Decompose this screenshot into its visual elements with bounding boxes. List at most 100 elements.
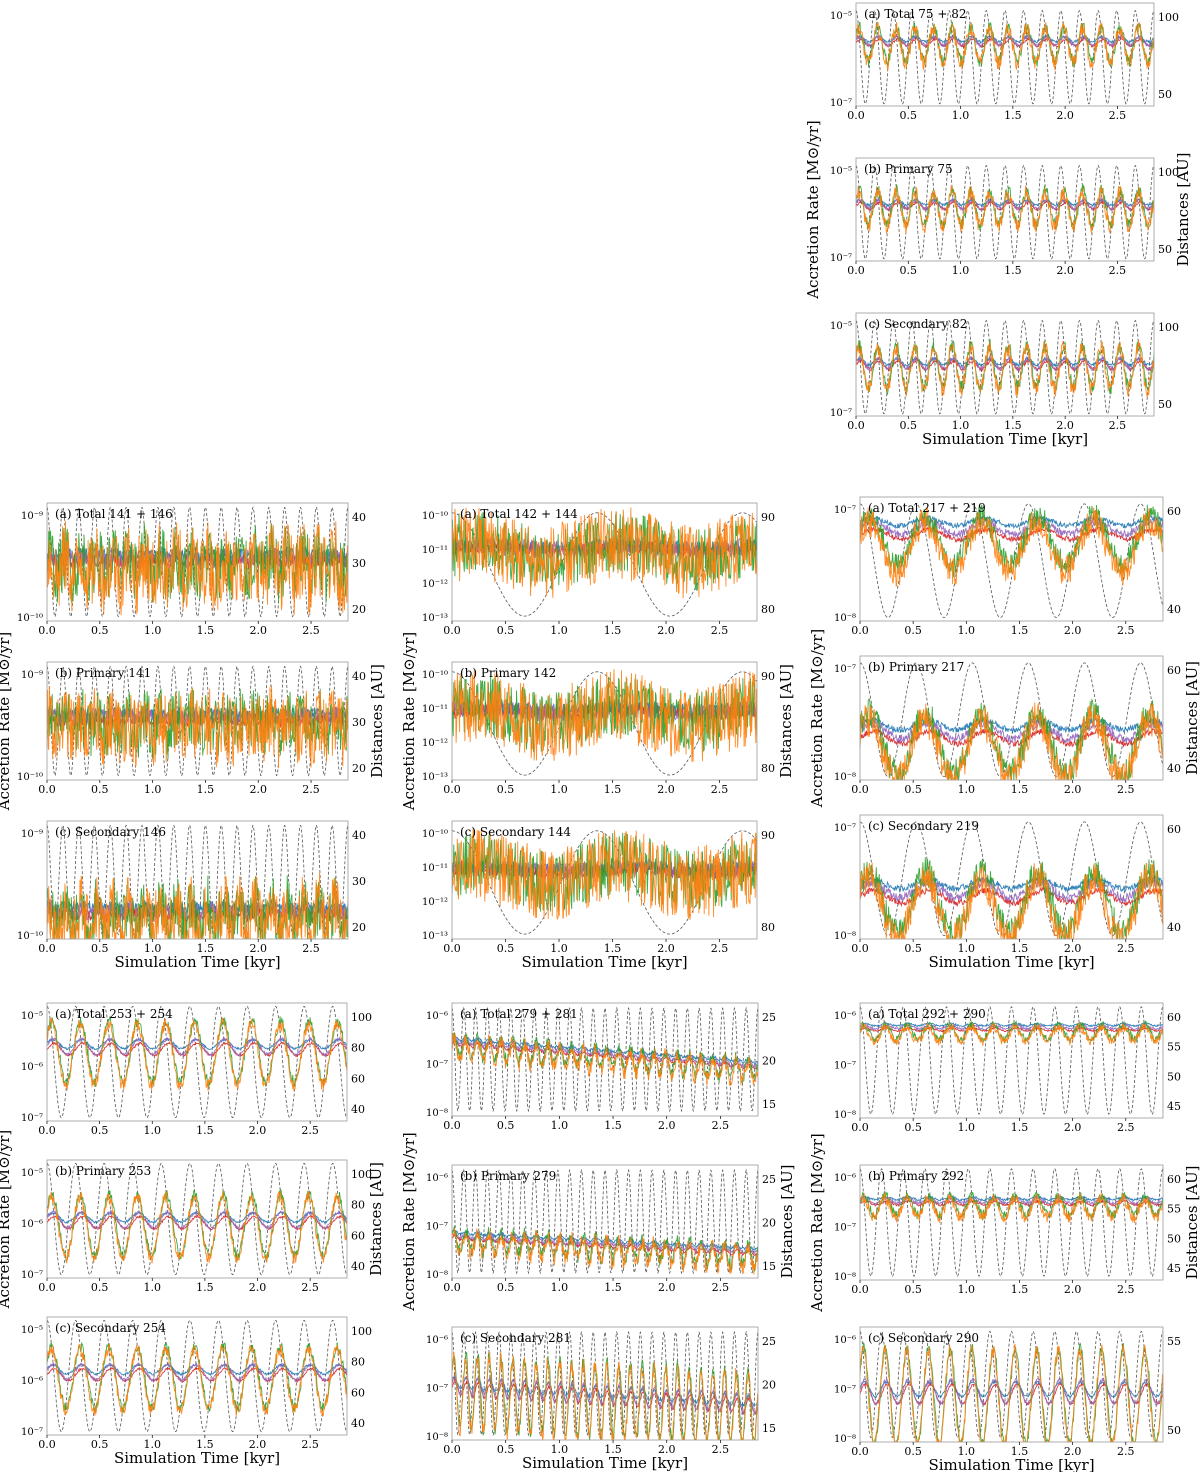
panel-4-0: 0.0 0.5 1.0 1.5 2.0 2.5 10⁻⁵ 10⁻⁶ 10⁻⁷ 100 80 60 40 (… [21, 1002, 372, 1137]
panel-1-1: 0.0 0.5 1.0 1.5 2.0 2.5 10⁻⁹ 10⁻¹⁰ 40 30 20 (b) Pri… [17, 661, 366, 796]
x-tick-label: 0.0 [847, 264, 865, 277]
rate-series-4 [452, 1228, 758, 1275]
plot-area [47, 1319, 347, 1433]
y-tick-label: 10⁻⁸ [834, 613, 856, 624]
panel-frame [451, 1002, 759, 1117]
x-tick-label: 1.5 [604, 783, 622, 796]
y-tick-label: 10⁻⁹ [21, 670, 43, 681]
panel-title: (a) Total 142 + 144 [460, 507, 578, 521]
rate-series-1 [47, 1040, 347, 1058]
y2-tick-label: 100 [351, 1168, 372, 1181]
y-tick-label: 10⁻⁷ [834, 1385, 856, 1396]
panel-title: (a) Total 217 + 219 [868, 501, 986, 515]
x-tick-label: 0.5 [91, 942, 109, 955]
plot-area [860, 1330, 1163, 1442]
x-tick-label: 0.0 [443, 1281, 461, 1294]
x-tick-label: 2.0 [1064, 1121, 1082, 1134]
y-tick-label: 10⁻⁷ [834, 664, 856, 675]
x-tick-label: 2.5 [301, 1124, 319, 1137]
panel-frame [855, 2, 1155, 107]
x-tick-label: 1.5 [604, 624, 622, 637]
x-axis-label: Simulation Time [kyr] [114, 953, 280, 971]
rate-series-4 [47, 872, 348, 939]
y-tick-label: 10⁻¹⁰ [17, 772, 43, 783]
y-tick-label: 10⁻⁷ [830, 408, 852, 419]
y-tick-label: 10⁻¹² [422, 897, 448, 908]
x-tick-label: 2.0 [658, 1281, 676, 1294]
y-tick-label: 10⁻⁷ [834, 505, 856, 516]
panel-frame [451, 661, 758, 781]
y-tick-label: 10⁻⁶ [21, 1219, 43, 1230]
panel-2-1: 0.0 0.5 1.0 1.5 2.0 2.5 10⁻¹⁰ 10⁻¹¹ 10⁻¹² 10⁻¹³ 90… [422, 661, 775, 796]
x-tick-label: 0.0 [851, 783, 869, 796]
x-tick-label: 1.5 [197, 624, 215, 637]
y-tick-label: 10⁻⁵ [21, 1168, 43, 1179]
rate-series-0 [47, 1210, 347, 1224]
plot-area [856, 319, 1154, 415]
y2-tick-label: 25 [762, 1173, 776, 1186]
y2-tick-label: 20 [762, 1055, 776, 1068]
x-tick-label: 0.5 [497, 624, 515, 637]
rate-series-2 [856, 196, 1154, 212]
y-tick-label: 10⁻⁹ [21, 511, 43, 522]
x-tick-label: 1.0 [958, 1121, 976, 1134]
rate-series-2 [47, 1361, 347, 1383]
x-tick-label: 0.0 [443, 1119, 461, 1132]
y2-tick-label: 45 [1167, 1262, 1181, 1275]
panel-frame [46, 820, 349, 940]
y-tick-label: 10⁻⁷ [426, 1060, 448, 1071]
x-tick-label: 2.5 [711, 624, 729, 637]
y-tick-label: 10⁻¹¹ [422, 863, 448, 874]
panel-1-2: 0.0 0.5 1.0 1.5 2.0 2.5 10⁻⁹ 10⁻¹⁰ 40 30 20 (c) Sec… [17, 820, 366, 955]
x-tick-label: 0.0 [38, 783, 56, 796]
rate-series-4 [47, 1343, 347, 1417]
x-axis-label: Simulation Time [kyr] [114, 1449, 280, 1467]
panel-title: (a) Total 75 + 82 [864, 7, 966, 21]
rate-series-2 [860, 517, 1163, 539]
x-axis-label: Simulation Time [kyr] [928, 953, 1094, 971]
rate-series-4 [47, 1016, 347, 1092]
x-tick-label: 2.5 [1117, 783, 1135, 796]
distance-series [860, 503, 1163, 619]
rate-series-2 [47, 1036, 347, 1058]
rate-series-1 [47, 1214, 347, 1231]
y-tick-label: 10⁻⁶ [834, 1011, 856, 1022]
y-tick-label: 10⁻⁶ [21, 1062, 43, 1073]
rate-series-4 [856, 21, 1154, 71]
x-tick-label: 0.5 [900, 419, 918, 432]
y2-tick-label: 90 [761, 829, 775, 842]
y2-tick-label: 100 [1158, 166, 1179, 179]
x-tick-label: 1.5 [604, 942, 622, 955]
y-tick-label: 10⁻⁶ [21, 1376, 43, 1387]
rate-series-3 [860, 1341, 1163, 1442]
x-tick-label: 0.5 [91, 1124, 109, 1137]
y-tick-label: 10⁻⁷ [834, 1061, 856, 1072]
x-tick-label: 2.0 [1064, 942, 1082, 955]
y2-tick-label: 50 [1167, 1424, 1181, 1437]
panel-title: (c) Secondary 82 [864, 317, 967, 331]
x-tick-label: 1.0 [952, 109, 970, 122]
y-tick-label: 10⁻⁷ [834, 823, 856, 834]
y2-tick-label: 20 [762, 1217, 776, 1230]
y2-tick-label: 50 [1167, 1232, 1181, 1245]
y2-tick-label: 80 [761, 603, 775, 616]
x-tick-label: 0.0 [38, 1124, 56, 1137]
x-tick-label: 1.0 [144, 942, 162, 955]
y-tick-label: 10⁻⁷ [830, 98, 852, 109]
rate-series-4 [860, 702, 1163, 780]
plot-area [860, 662, 1163, 780]
x-tick-label: 2.0 [1056, 264, 1074, 277]
panel-title: (c) Secondary 254 [55, 1321, 166, 1335]
rate-series-4 [856, 340, 1154, 398]
panel-5-1: 0.0 0.5 1.0 1.5 2.0 2.5 10⁻⁶ 10⁻⁷ 10⁻⁸ 25 20 15 (b) … [426, 1164, 776, 1294]
rate-series-4 [452, 828, 757, 920]
x-tick-label: 1.5 [196, 1281, 214, 1294]
rate-series-4 [452, 669, 757, 762]
y2-tick-label: 100 [1158, 11, 1179, 24]
x-tick-label: 0.5 [91, 1438, 109, 1451]
y-tick-label: 10⁻⁶ [834, 1335, 856, 1346]
y2-tick-label: 60 [351, 1229, 365, 1242]
rate-series-0 [860, 514, 1163, 530]
x-tick-label: 1.5 [197, 942, 215, 955]
y2-tick-label: 100 [351, 1325, 372, 1338]
